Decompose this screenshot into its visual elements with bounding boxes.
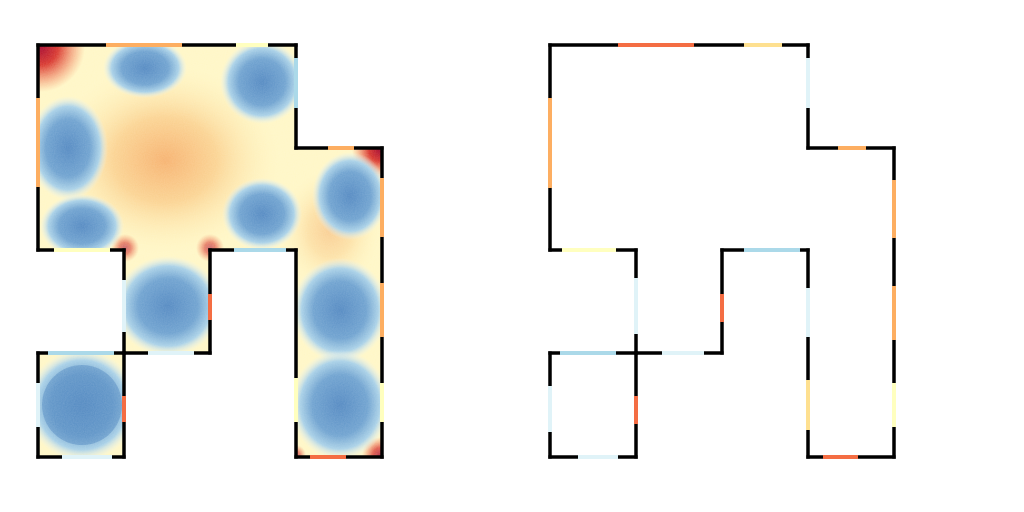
heatmap-field [38, 45, 382, 457]
wall-segment-panel [548, 43, 896, 459]
heatmap-walls [36, 43, 384, 459]
heatmap-panel [36, 43, 384, 459]
wall-segments [548, 43, 896, 459]
